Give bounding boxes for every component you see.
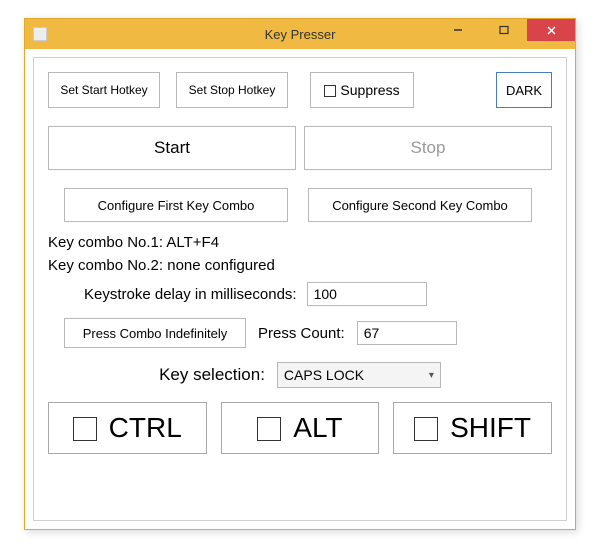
close-icon (546, 25, 557, 36)
app-window: Key Presser Set Start Hotkey Set Stop Ho… (24, 18, 576, 530)
shift-toggle[interactable]: SHIFT (393, 402, 552, 454)
suppress-label: Suppress (340, 82, 399, 98)
maximize-button[interactable] (481, 19, 527, 41)
key-selection-row: Key selection: CAPS LOCK ▾ (48, 362, 552, 388)
run-row: Start Stop (48, 126, 552, 170)
dark-mode-button[interactable]: DARK (496, 72, 552, 108)
configure-first-combo-button[interactable]: Configure First Key Combo (64, 188, 288, 222)
titlebar[interactable]: Key Presser (25, 19, 575, 49)
combo1-status: Key combo No.1: ALT+F4 (48, 234, 552, 251)
maximize-icon (499, 25, 509, 35)
start-button[interactable]: Start (48, 126, 296, 170)
key-selection-label: Key selection: (159, 365, 265, 385)
press-count-label: Press Count: (258, 325, 345, 342)
shift-checkbox-icon (414, 417, 438, 441)
alt-label: ALT (293, 412, 342, 444)
close-button[interactable] (527, 19, 575, 41)
delay-input[interactable] (307, 282, 427, 306)
configure-second-combo-button[interactable]: Configure Second Key Combo (308, 188, 532, 222)
minimize-icon (453, 25, 463, 35)
chevron-down-icon: ▾ (429, 370, 434, 381)
press-count-input[interactable] (357, 321, 457, 345)
alt-toggle[interactable]: ALT (221, 402, 380, 454)
key-selection-dropdown[interactable]: CAPS LOCK ▾ (277, 362, 441, 388)
client-area: Set Start Hotkey Set Stop Hotkey Suppres… (33, 57, 567, 521)
press-row: Press Combo Indefinitely Press Count: (48, 318, 552, 348)
set-stop-hotkey-button[interactable]: Set Stop Hotkey (176, 72, 288, 108)
combo2-status: Key combo No.2: none configured (48, 257, 552, 274)
configure-row: Configure First Key Combo Configure Seco… (48, 188, 552, 222)
hotkey-row: Set Start Hotkey Set Stop Hotkey Suppres… (48, 72, 552, 108)
suppress-checkbox-icon (324, 85, 336, 97)
ctrl-checkbox-icon (73, 417, 97, 441)
minimize-button[interactable] (435, 19, 481, 41)
stop-button[interactable]: Stop (304, 126, 552, 170)
press-indefinitely-button[interactable]: Press Combo Indefinitely (64, 318, 246, 348)
suppress-toggle[interactable]: Suppress (310, 72, 414, 108)
ctrl-label: CTRL (109, 412, 182, 444)
window-controls (435, 19, 575, 49)
delay-label: Keystroke delay in milliseconds: (84, 286, 297, 303)
app-icon (33, 27, 47, 41)
set-start-hotkey-button[interactable]: Set Start Hotkey (48, 72, 160, 108)
delay-row: Keystroke delay in milliseconds: (48, 282, 552, 306)
key-selection-value: CAPS LOCK (284, 367, 364, 383)
modifier-row: CTRL ALT SHIFT (48, 402, 552, 454)
alt-checkbox-icon (257, 417, 281, 441)
ctrl-toggle[interactable]: CTRL (48, 402, 207, 454)
shift-label: SHIFT (450, 412, 531, 444)
